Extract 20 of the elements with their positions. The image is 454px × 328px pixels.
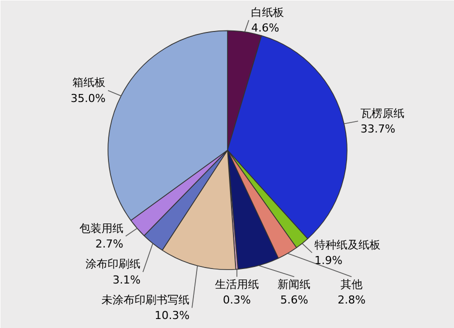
data-label: 5.6% (280, 294, 308, 307)
slice-label: 特种纸及纸板 (314, 238, 380, 252)
data-label: 2.8% (338, 294, 366, 307)
data-label: 0.3% (222, 294, 251, 307)
data-label: 35.0% (70, 92, 106, 105)
data-label: 33.7% (360, 122, 396, 136)
slice-label: 其他 (340, 278, 363, 291)
slice-label: 箱纸板 (72, 76, 106, 90)
slice-label: 包装用纸 (79, 222, 124, 235)
slice-label: 瓦楞原纸 (360, 106, 404, 120)
data-label: 4.6% (251, 21, 280, 34)
slice-label: 白纸板 (251, 6, 284, 19)
data-label: 2.7% (95, 237, 124, 250)
data-label: 3.1% (112, 273, 141, 286)
data-label: 10.3% (154, 309, 190, 322)
slice-label: 新闻纸 (278, 278, 311, 291)
slice-label: 涂布印刷纸 (86, 258, 141, 271)
slice-label: 未涂布印刷书写纸 (102, 294, 190, 307)
data-label: 1.9% (314, 254, 342, 268)
slice-label: 生活用纸 (214, 278, 259, 291)
